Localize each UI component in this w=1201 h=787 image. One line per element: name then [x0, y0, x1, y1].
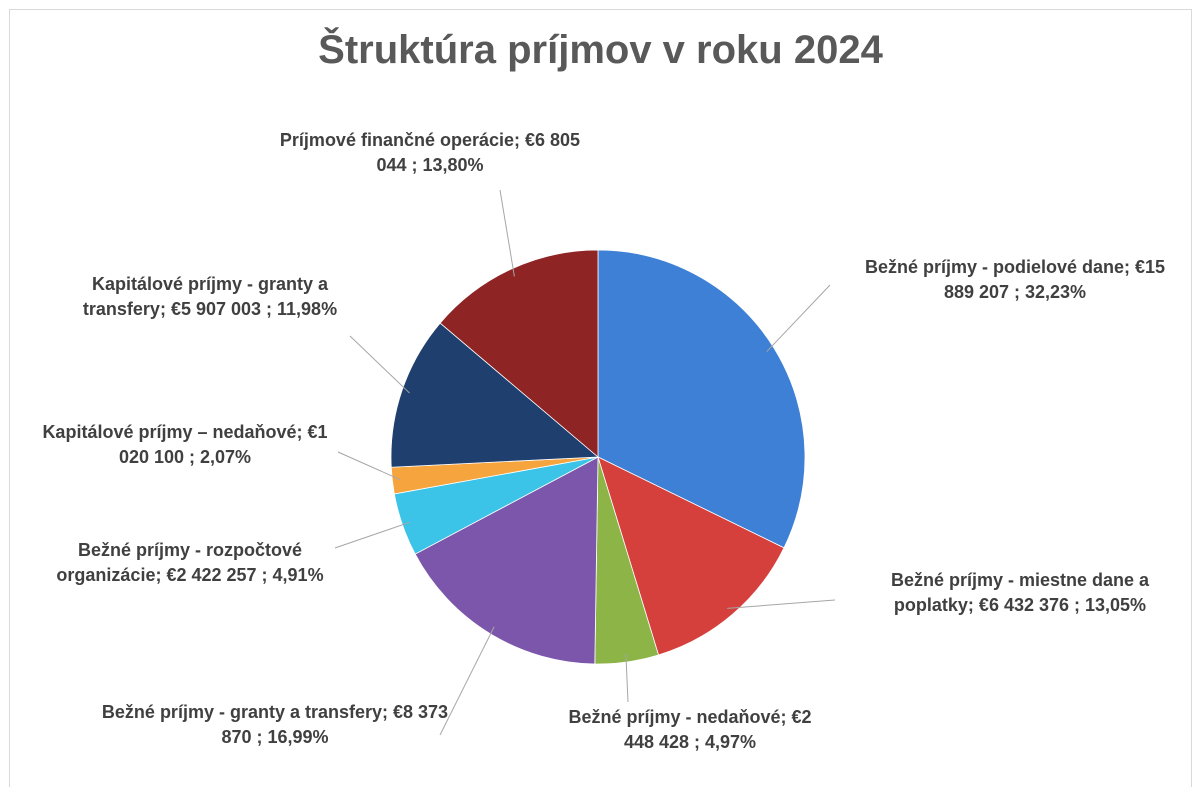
pie-slice	[390, 322, 600, 468]
chart-border	[9, 9, 1192, 787]
leader-line	[766, 284, 831, 352]
data-label: Bežné príjmy - nedaňové; €2 448 428 ; 4,…	[568, 707, 812, 752]
data-label: Kapitálové príjmy – nedaňové; €1 020 100…	[42, 422, 328, 467]
data-label: Bežné príjmy - granty a transfery; €8 37…	[101, 702, 449, 747]
leader-line	[439, 626, 495, 736]
pie-slice	[439, 249, 599, 458]
leader-line	[499, 189, 515, 277]
data-label: Kapitálové príjmy - granty a transfery; …	[82, 274, 338, 319]
leader-line	[337, 451, 401, 481]
leader-line	[625, 654, 629, 703]
pie-slice	[597, 456, 785, 656]
pie-slice	[597, 249, 806, 549]
chart-title: Štruktúra príjmov v roku 2024	[318, 28, 883, 72]
data-label: Príjmové finančné operácie; €6 805 044 ;…	[279, 130, 581, 175]
pie-slice	[414, 456, 599, 665]
leader-line	[334, 521, 411, 549]
data-label: Bežné príjmy - rozpočtové organizácie; €…	[56, 540, 324, 585]
leader-line	[349, 335, 410, 394]
data-label: Bežné príjmy - podielové dane; €15 889 2…	[864, 257, 1166, 302]
data-label: Bežné príjmy - miestne dane a poplatky; …	[890, 570, 1150, 615]
leader-line	[727, 599, 836, 609]
